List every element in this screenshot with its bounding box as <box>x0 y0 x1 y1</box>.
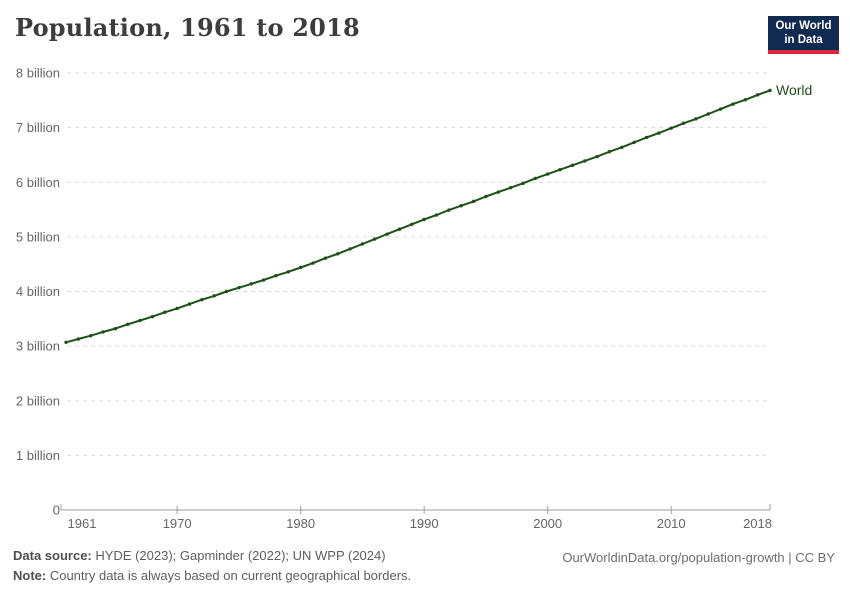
data-point-marker[interactable] <box>311 261 315 265</box>
note-text: Country data is always based on current … <box>46 568 412 583</box>
data-point-marker[interactable] <box>447 208 451 212</box>
y-tick-label: 3 billion <box>16 339 60 354</box>
data-point-marker[interactable] <box>755 93 760 97</box>
data-source-label: Data source: <box>13 548 92 563</box>
data-point-marker[interactable] <box>731 102 735 106</box>
x-tick-label: 1990 <box>410 516 439 531</box>
data-point-marker[interactable] <box>459 204 463 208</box>
data-point-marker[interactable] <box>249 282 253 286</box>
y-tick-label: 1 billion <box>16 448 60 463</box>
y-tick-label: 0 <box>53 503 60 518</box>
data-point-marker[interactable] <box>373 237 377 241</box>
data-point-marker[interactable] <box>620 145 624 149</box>
data-point-marker[interactable] <box>434 213 439 217</box>
x-tick-label: 2010 <box>657 516 686 531</box>
data-point-marker[interactable] <box>224 289 229 294</box>
y-tick-label: 8 billion <box>16 66 60 81</box>
data-point-marker[interactable] <box>323 256 328 260</box>
data-point-marker[interactable] <box>261 278 266 282</box>
data-point-marker[interactable] <box>336 252 340 256</box>
data-point-marker[interactable] <box>397 227 402 231</box>
data-point-marker[interactable] <box>286 270 291 274</box>
data-point-marker[interactable] <box>558 167 562 172</box>
data-point-marker[interactable] <box>422 217 426 222</box>
data-point-marker[interactable] <box>768 88 772 93</box>
data-point-marker[interactable] <box>237 285 241 290</box>
y-tick-label: 6 billion <box>16 175 60 190</box>
data-point-marker[interactable] <box>175 306 179 311</box>
data-point-marker[interactable] <box>212 294 216 298</box>
data-point-marker[interactable] <box>508 186 513 190</box>
data-point-marker[interactable] <box>657 131 661 135</box>
data-point-marker[interactable] <box>89 334 93 338</box>
y-tick-label: 7 billion <box>16 120 60 135</box>
data-point-marker[interactable] <box>64 340 68 345</box>
data-point-marker[interactable] <box>163 310 167 314</box>
data-point-marker[interactable] <box>200 297 204 302</box>
data-point-marker[interactable] <box>743 98 747 102</box>
data-point-marker[interactable] <box>632 140 636 145</box>
data-point-marker[interactable] <box>385 232 389 236</box>
data-point-marker[interactable] <box>484 194 488 199</box>
data-point-marker[interactable] <box>545 172 550 176</box>
data-point-marker[interactable] <box>76 337 81 341</box>
data-point-marker[interactable] <box>521 181 525 186</box>
world-series-line[interactable] <box>65 89 771 344</box>
x-tick-label: 1980 <box>286 516 315 531</box>
x-tick-label: 1970 <box>163 516 192 531</box>
data-point-marker[interactable] <box>533 176 538 181</box>
data-point-marker[interactable] <box>274 273 278 278</box>
data-point-marker[interactable] <box>669 126 673 130</box>
data-point-marker[interactable] <box>496 190 500 194</box>
data-point-marker[interactable] <box>681 121 686 125</box>
owid-logo[interactable]: Our World in Data <box>768 16 839 54</box>
data-point-marker[interactable] <box>113 326 118 331</box>
note-line: Note: Country data is always based on cu… <box>13 566 837 586</box>
data-point-marker[interactable] <box>607 149 612 154</box>
x-tick-label: 2000 <box>533 516 562 531</box>
y-tick-label: 2 billion <box>16 393 60 408</box>
data-point-marker[interactable] <box>570 163 575 168</box>
data-point-marker[interactable] <box>187 302 192 306</box>
data-point-marker[interactable] <box>360 242 365 246</box>
data-point-marker[interactable] <box>298 265 303 270</box>
owid-logo-line1: Our World <box>775 20 832 32</box>
data-point-marker[interactable] <box>150 314 155 319</box>
data-point-marker[interactable] <box>101 330 105 334</box>
data-point-marker[interactable] <box>595 154 599 159</box>
y-tick-label: 5 billion <box>16 229 60 244</box>
data-point-marker[interactable] <box>583 159 587 163</box>
x-tick-label: 2018 <box>743 516 772 531</box>
chart-footer: Data source: HYDE (2023); Gapminder (202… <box>13 546 837 586</box>
owid-logo-line2: in Data <box>784 34 823 46</box>
data-source-text: HYDE (2023); Gapminder (2022); UN WPP (2… <box>91 548 386 563</box>
y-tick-label: 4 billion <box>16 284 60 299</box>
data-point-marker[interactable] <box>410 222 414 227</box>
data-point-marker[interactable] <box>706 112 710 116</box>
data-point-marker[interactable] <box>644 135 649 140</box>
population-line-chart[interactable]: 0 1 billion 2 billion 3 billion 4 billion 5 b… <box>0 0 850 540</box>
page-title: Population, 1961 to 2018 <box>15 13 360 42</box>
data-point-marker[interactable] <box>471 199 476 204</box>
owid-url-link[interactable]: OurWorldinData.org/population-growth | C… <box>562 550 835 565</box>
data-point-marker[interactable] <box>138 318 142 323</box>
data-source-line: Data source: HYDE (2023); Gapminder (202… <box>13 546 837 566</box>
series-label-world[interactable]: World <box>776 82 812 98</box>
data-point-marker[interactable] <box>694 117 698 121</box>
data-point-marker[interactable] <box>348 247 352 251</box>
data-point-marker[interactable] <box>126 322 130 326</box>
x-tick-label: 1961 <box>68 516 97 531</box>
note-label: Note: <box>13 568 47 583</box>
data-point-marker[interactable] <box>718 107 723 111</box>
